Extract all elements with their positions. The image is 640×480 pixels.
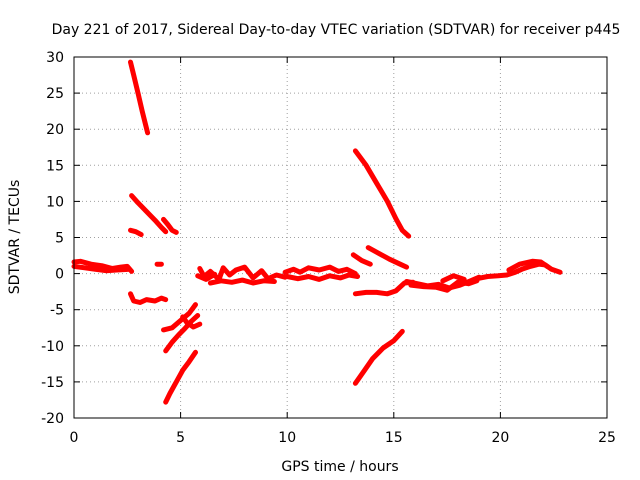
y-axis-label: SDTVAR / TECUs (7, 180, 23, 295)
series-seg-i (161, 302, 198, 333)
series-seg-e (128, 227, 144, 238)
series-seg-d (129, 193, 169, 235)
series-seg-zz (506, 258, 550, 273)
x-tick-label: 5 (176, 430, 185, 446)
y-tick-label: 30 (46, 50, 64, 66)
series-seg-r (352, 148, 412, 239)
series-seg-l (180, 314, 203, 330)
series-seg-s (350, 252, 373, 267)
x-tick-label: 20 (491, 430, 509, 446)
series-seg-f (161, 216, 179, 235)
series-seg-g (128, 291, 169, 305)
series-seg-a (71, 258, 135, 274)
x-tick-label: 0 (70, 430, 79, 446)
tick-layer: 0 5 10 15 20 25 -20 -15 -10 -5 0 5 10 15 20 25 30 (41, 50, 616, 446)
y-tick-label: 0 (55, 267, 64, 283)
series-seg-y (440, 273, 467, 284)
grid-layer (74, 57, 607, 418)
y-tick-label: -20 (41, 411, 64, 427)
y-tick-label: 10 (46, 194, 64, 210)
series-seg-o (195, 271, 218, 282)
y-tick-label: -5 (50, 303, 64, 319)
series-seg-c (128, 59, 151, 136)
series-seg-q (284, 272, 361, 282)
x-tick-label: 15 (385, 430, 403, 446)
series-seg-b (71, 263, 132, 274)
chart-title: Day 221 of 2017, Sidereal Day-to-day VTE… (52, 22, 621, 38)
x-axis-label: GPS time / hours (281, 459, 398, 475)
series-seg-p (282, 264, 358, 277)
y-tick-label: 20 (46, 122, 64, 138)
x-tick-label: 25 (598, 430, 616, 446)
y-tick-label: -10 (41, 339, 64, 355)
plot-frame (73, 56, 608, 419)
series-seg-j (163, 313, 201, 354)
series-layer (71, 59, 563, 405)
series-seg-n (207, 277, 277, 286)
series-seg-k (163, 349, 198, 405)
series-seg-v (352, 328, 405, 386)
x-tick-label: 10 (278, 430, 296, 446)
series-seg-u (352, 279, 416, 297)
y-tick-label: 15 (46, 158, 64, 174)
y-tick-label: 25 (46, 86, 64, 102)
y-tick-label: -15 (41, 375, 64, 391)
series-seg-t (365, 245, 410, 270)
y-tick-label: 5 (55, 231, 64, 247)
series-seg-x (408, 278, 480, 293)
